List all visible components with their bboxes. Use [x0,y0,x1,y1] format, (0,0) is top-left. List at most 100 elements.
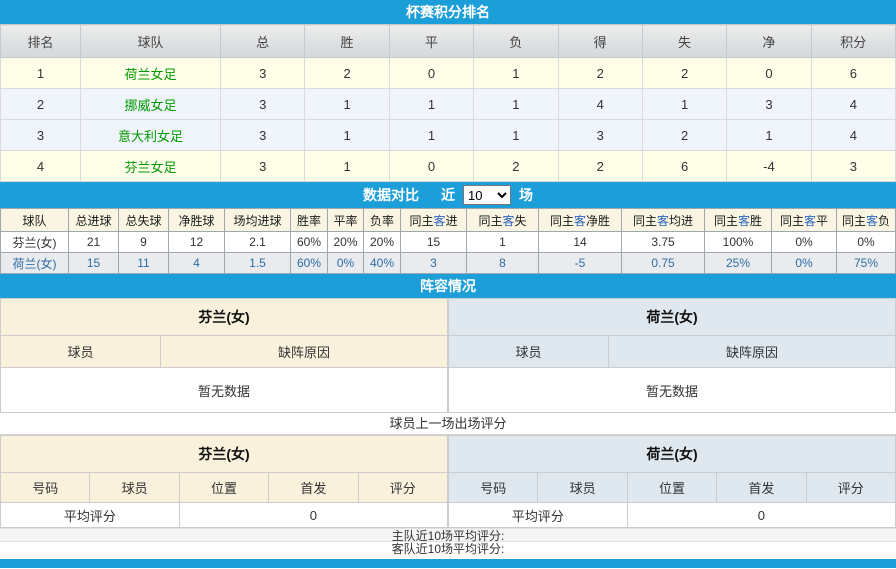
comp-cell: 12 [168,231,225,253]
team-cell: 荷兰女足 [80,57,221,89]
comp-cell: 20% [363,231,401,253]
comp-cell: 11 [118,252,169,274]
data-cell: 1 [641,88,728,120]
data-cell: 3 [219,119,306,151]
standings-title: 杯赛积分排名 [406,4,490,20]
standings-header-win: 胜 [304,24,390,58]
data-cell: 3 [810,150,896,182]
player-column-header: 球员 [448,335,609,368]
standings-row: 4 芬兰女足 3 1 0 2 2 6 -4 3 [0,150,896,182]
comp-cell: 2.1 [224,231,291,253]
data-cell: 0 [388,57,475,89]
data-cell: 2 [557,57,643,89]
standings-header-goal-diff: 净 [726,24,812,58]
team-cell: 挪威女足 [80,88,221,120]
team-cell: 意大利女足 [80,119,221,151]
comp-cell: 40% [363,252,401,274]
home-team-header: 芬兰(女) [0,298,448,336]
rating-tables: 芬兰(女) 号码 球员 位置 首发 评分 平均评分 0 荷兰(女) 号码 球员 … [0,435,896,528]
standings-header-draw: 平 [388,24,475,58]
lineup-tables: 芬兰(女) 球员 缺阵原因 暂无数据 荷兰(女) 球员 缺阵原因 暂无数据 [0,298,896,413]
data-cell: 2 [557,150,643,182]
lineup-table-away: 荷兰(女) 球员 缺阵原因 暂无数据 [448,298,896,413]
comp-team-cell: 芬兰(女) [0,231,69,253]
near-label: 近 [441,187,455,203]
comp-header-conceded: 总失球 [118,208,169,232]
comp-cell: 100% [704,231,772,253]
data-cell: 1 [388,88,475,120]
standings-header-loss: 负 [473,24,559,58]
comp-header-draw-rate: 平率 [327,208,364,232]
data-cell: 4 [810,119,896,151]
lineup-title: 阵容情况 [420,278,476,294]
comp-header-hafor: 同主客进 [400,208,467,232]
rating-column-header: 评分 [357,472,449,503]
comparison-title: 数据对比 [363,187,419,203]
comp-header-avg-goals: 场均进球 [224,208,291,232]
lineup-table-home: 芬兰(女) 球员 缺阵原因 暂无数据 [0,298,448,413]
data-cell: -4 [726,150,812,182]
team-link[interactable]: 意大利女足 [117,128,183,144]
data-cell: 1 [726,119,812,151]
data-cell: 2 [473,150,559,182]
rating-table-away: 荷兰(女) 号码 球员 位置 首发 评分 平均评分 0 [447,435,896,528]
comp-cell: 60% [290,252,328,274]
comp-team-cell: 荷兰(女) [0,252,69,274]
bottom-divider-bar [0,559,896,568]
data-cell: 1 [304,88,390,120]
data-cell: 6 [641,150,728,182]
away-last10-avg-rating: 客队近10场平均评分: [0,542,896,556]
standings-header-goals-against: 失 [641,24,728,58]
data-cell: 1 [388,119,475,151]
team-cell: 芬兰女足 [80,150,221,182]
comp-cell: 15 [68,252,119,274]
comp-cell: 0% [771,231,837,253]
comp-header-team: 球队 [0,208,69,232]
rank-cell: 1 [0,57,81,89]
comparison-header-row: 球队 总进球 总失球 净胜球 场均进球 胜率 平率 负率 同主客进 同主客失 同… [0,208,896,232]
standings-header-total: 总 [219,24,306,58]
team-link[interactable]: 荷兰女足 [124,66,177,82]
comp-cell: 4 [168,252,225,274]
standings-header-team: 球队 [80,24,221,58]
standings-title-bar: 杯赛积分排名 [0,0,896,24]
comp-cell: 75% [836,252,896,274]
comp-cell: 3.75 [621,231,705,253]
data-cell: 3 [557,119,643,151]
rounds-select[interactable]: 10 [463,185,511,205]
player-column-header: 球员 [537,472,628,503]
standings-table: 排名 球队 总 胜 平 负 得 失 净 积分 1 荷兰女足 3 2 0 1 2 [0,24,896,182]
comp-header-win-rate: 胜率 [290,208,328,232]
comp-cell: 15 [400,231,467,253]
data-cell: 1 [473,57,559,89]
standings-row: 1 荷兰女足 3 2 0 1 2 2 0 6 [0,57,896,89]
away-team-header: 荷兰(女) [448,435,896,473]
comparison-table: 球队 总进球 总失球 净胜球 场均进球 胜率 平率 负率 同主客进 同主客失 同… [0,208,896,274]
avg-rating-label: 平均评分 [448,502,628,528]
home-team-header: 芬兰(女) [0,435,448,473]
comparison-row-away: 荷兰(女) 15 11 4 1.5 60% 0% 40% 3 8 -5 0.75… [0,252,896,274]
comp-header-goals: 总进球 [68,208,119,232]
comp-header-haloss: 同主客负 [836,208,896,232]
data-cell: 0 [726,57,812,89]
comp-cell: 0% [327,252,364,274]
avg-rating-value: 0 [178,502,449,528]
comp-header-hadraw: 同主客平 [771,208,837,232]
standings-header-goals-for: 得 [557,24,643,58]
comp-cell: 1 [466,231,539,253]
rating-column-header: 评分 [805,472,896,503]
data-cell: 1 [304,119,390,151]
team-link[interactable]: 芬兰女足 [124,159,177,175]
data-cell: 1 [304,150,390,182]
data-cell: 3 [219,150,306,182]
comp-cell: 0% [836,231,896,253]
rank-cell: 2 [0,88,81,120]
player-column-header: 球员 [0,335,161,368]
data-cell: 1 [473,88,559,120]
comp-header-diff: 净胜球 [168,208,225,232]
number-column-header: 号码 [447,472,539,503]
standings-header-points: 积分 [810,24,896,58]
team-link[interactable]: 挪威女足 [124,97,177,113]
avg-rating-label: 平均评分 [0,502,180,528]
